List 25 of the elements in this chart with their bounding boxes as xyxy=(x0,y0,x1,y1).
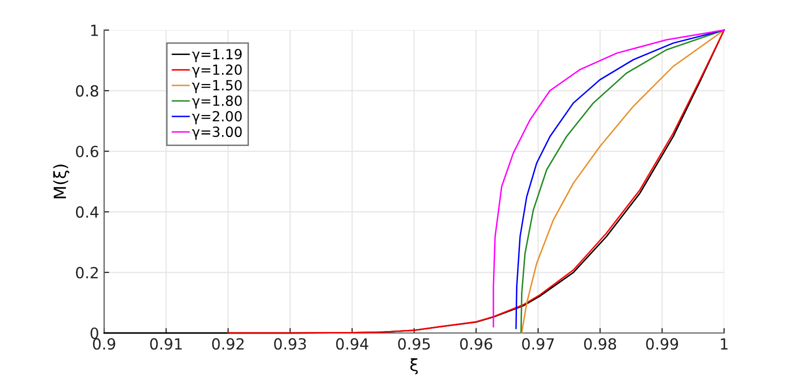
y-tick-label: 0 xyxy=(90,327,98,340)
legend-label: γ=1.80 xyxy=(192,95,242,109)
legend-label: γ=1.19 xyxy=(192,48,242,62)
x-tick-label: 0.97 xyxy=(522,338,554,350)
x-tick-label: 0.92 xyxy=(212,338,244,350)
legend-label: γ=3.00 xyxy=(192,126,242,140)
y-tick-label: 0.8 xyxy=(76,85,98,97)
x-tick-label: 0.98 xyxy=(584,338,616,350)
y-tick-label: 0.4 xyxy=(76,206,98,218)
x-axis-title: ξ xyxy=(410,358,418,374)
legend-label: γ=2.00 xyxy=(192,111,242,124)
x-tick-label: 0.9 xyxy=(92,338,116,350)
y-axis-title: M(ξ) xyxy=(53,164,70,198)
y-tick-label: 1 xyxy=(91,24,98,36)
x-tick-label: 0.95 xyxy=(398,338,430,350)
y-tick-label: 0.2 xyxy=(76,266,98,278)
x-tick-label: 0.93 xyxy=(274,338,306,350)
legend-label: γ=1.20 xyxy=(192,64,242,78)
x-tick-label: 1 xyxy=(720,338,728,350)
y-tick-label: 0.6 xyxy=(76,146,98,158)
legend-label: γ=1.50 xyxy=(192,80,242,94)
x-tick-label: 0.96 xyxy=(460,338,492,350)
x-tick-label: 0.91 xyxy=(150,338,182,350)
x-tick-label: 0.99 xyxy=(646,338,678,350)
x-tick-label: 0.94 xyxy=(336,338,368,350)
